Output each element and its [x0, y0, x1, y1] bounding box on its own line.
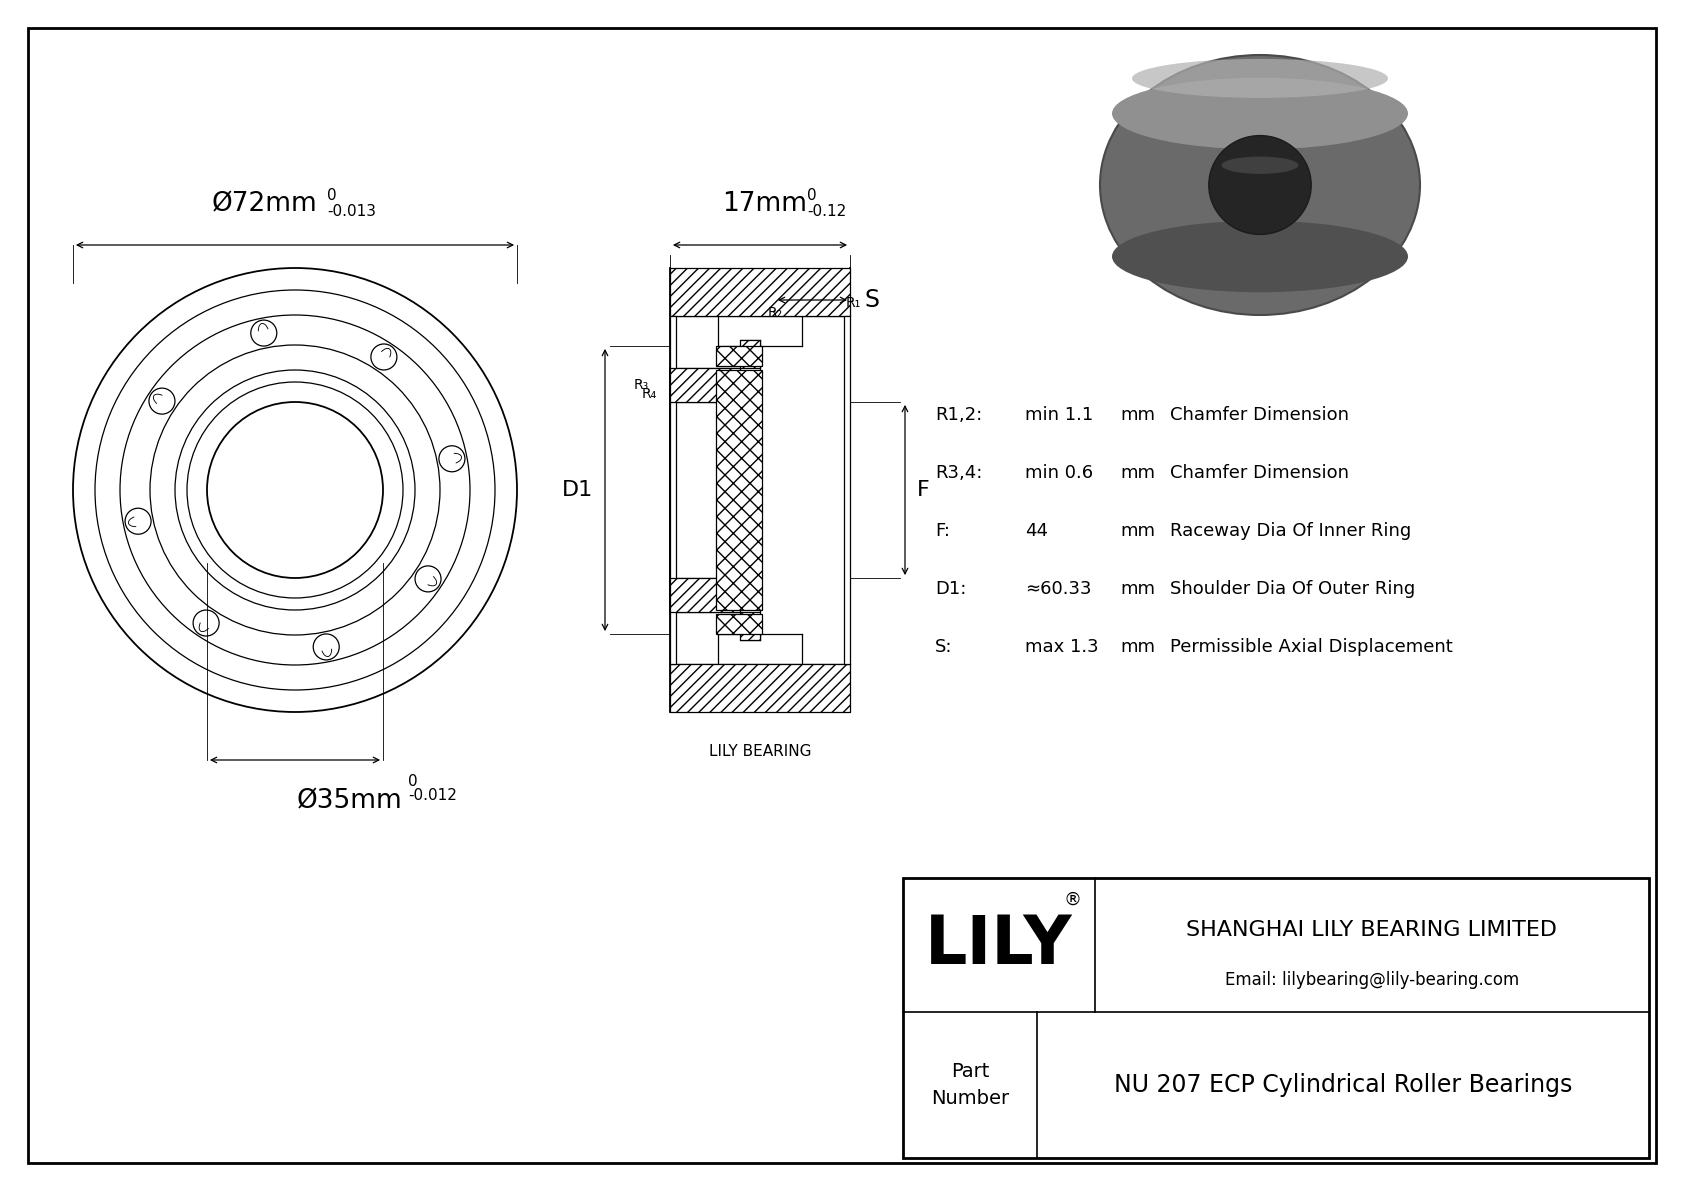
Text: mm: mm — [1120, 522, 1155, 540]
Text: Permissible Axial Displacement: Permissible Axial Displacement — [1170, 638, 1453, 656]
Text: S: S — [864, 288, 879, 312]
Text: Shoulder Dia Of Outer Ring: Shoulder Dia Of Outer Ring — [1170, 580, 1415, 598]
Text: NU 207 ECP Cylindrical Roller Bearings: NU 207 ECP Cylindrical Roller Bearings — [1113, 1073, 1573, 1097]
Text: D1: D1 — [562, 480, 593, 500]
Text: 44: 44 — [1026, 522, 1047, 540]
Text: -0.12: -0.12 — [807, 204, 847, 219]
Text: S:: S: — [935, 638, 953, 656]
Text: R₂: R₂ — [768, 306, 783, 320]
Text: 0: 0 — [408, 774, 418, 788]
Text: min 0.6: min 0.6 — [1026, 464, 1093, 482]
Text: 0: 0 — [327, 188, 337, 202]
Text: min 1.1: min 1.1 — [1026, 406, 1093, 424]
Text: mm: mm — [1120, 638, 1155, 656]
Polygon shape — [739, 612, 759, 640]
Text: mm: mm — [1120, 580, 1155, 598]
Text: Email: lilybearing@lily-bearing.com: Email: lilybearing@lily-bearing.com — [1224, 971, 1519, 989]
Text: Chamfer Dimension: Chamfer Dimension — [1170, 464, 1349, 482]
Text: LILY BEARING: LILY BEARING — [709, 744, 812, 760]
Polygon shape — [670, 665, 850, 712]
Text: Ø72mm: Ø72mm — [212, 191, 318, 217]
Text: R1,2:: R1,2: — [935, 406, 982, 424]
Text: R3,4:: R3,4: — [935, 464, 982, 482]
Text: R₁: R₁ — [845, 297, 861, 310]
Text: ≈60.33: ≈60.33 — [1026, 580, 1091, 598]
Polygon shape — [716, 615, 761, 634]
Text: R₃: R₃ — [633, 378, 650, 392]
Polygon shape — [739, 339, 759, 368]
Text: 17mm: 17mm — [722, 191, 808, 217]
Text: D1:: D1: — [935, 580, 967, 598]
Polygon shape — [670, 268, 850, 316]
Polygon shape — [670, 316, 675, 665]
Text: -0.013: -0.013 — [327, 204, 376, 219]
Text: R₄: R₄ — [642, 387, 657, 401]
Ellipse shape — [1111, 77, 1408, 149]
Text: mm: mm — [1120, 464, 1155, 482]
Text: Chamfer Dimension: Chamfer Dimension — [1170, 406, 1349, 424]
Polygon shape — [670, 578, 739, 612]
Polygon shape — [716, 370, 761, 610]
Text: LILY: LILY — [925, 912, 1073, 978]
Ellipse shape — [1111, 220, 1408, 292]
Text: -0.012: -0.012 — [408, 788, 456, 803]
Text: Ø35mm: Ø35mm — [296, 788, 402, 813]
Polygon shape — [716, 347, 761, 366]
Polygon shape — [844, 316, 850, 665]
Ellipse shape — [1132, 58, 1388, 98]
Text: SHANGHAI LILY BEARING LIMITED: SHANGHAI LILY BEARING LIMITED — [1187, 919, 1558, 940]
Text: F: F — [918, 480, 930, 500]
Text: F:: F: — [935, 522, 950, 540]
Ellipse shape — [1221, 156, 1298, 174]
Ellipse shape — [1100, 55, 1420, 314]
Polygon shape — [670, 368, 739, 403]
Text: Part
Number: Part Number — [931, 1062, 1009, 1108]
Text: Raceway Dia Of Inner Ring: Raceway Dia Of Inner Ring — [1170, 522, 1411, 540]
Ellipse shape — [1209, 136, 1312, 235]
Text: 0: 0 — [807, 188, 817, 202]
Text: mm: mm — [1120, 406, 1155, 424]
Text: ®: ® — [1064, 891, 1083, 909]
Text: max 1.3: max 1.3 — [1026, 638, 1098, 656]
